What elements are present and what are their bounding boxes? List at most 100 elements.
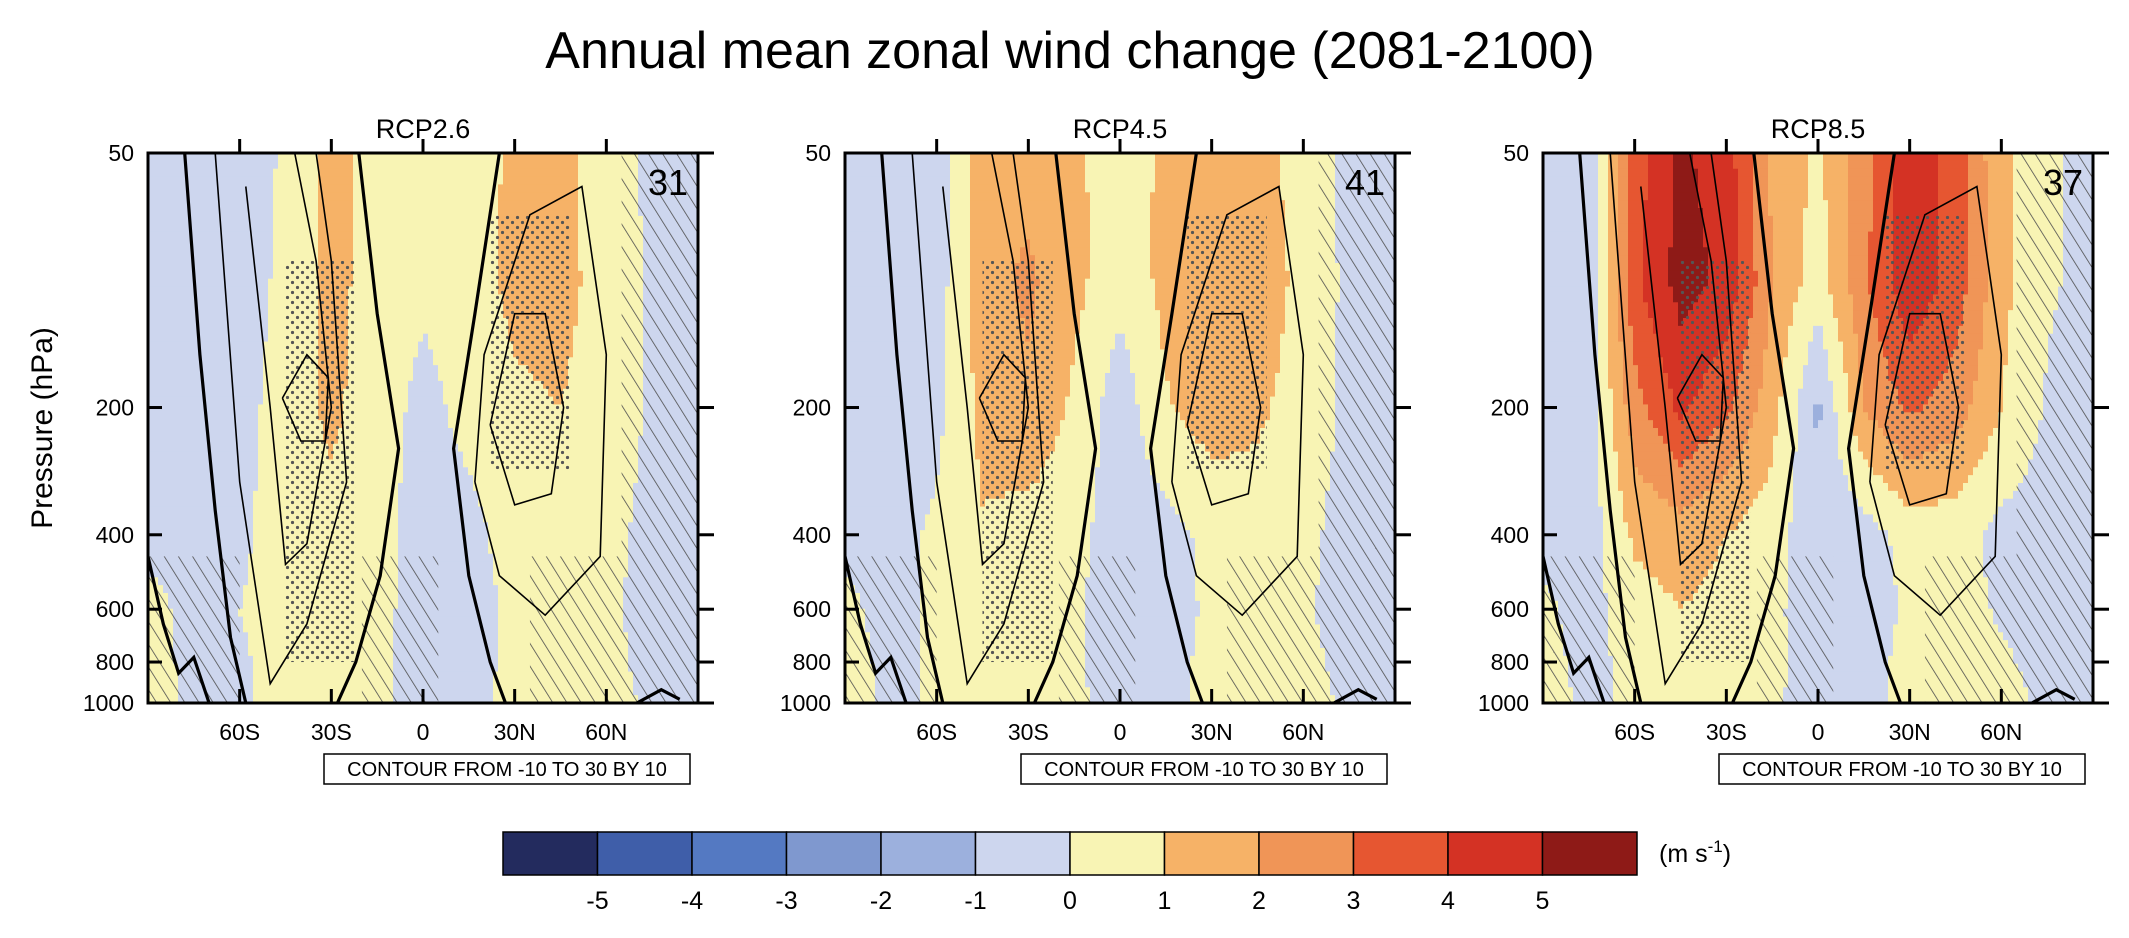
heatmap-cell (448, 255, 454, 264)
heatmap-cell (398, 208, 404, 217)
heatmap-cell (333, 687, 339, 696)
heatmap-cell (433, 428, 439, 437)
heatmap-cell (353, 176, 359, 186)
heatmap-cell (223, 373, 229, 382)
heatmap-cell (378, 192, 384, 201)
heatmap-cell (438, 176, 444, 186)
heatmap-cell (233, 443, 239, 453)
heatmap-cell (208, 302, 214, 311)
heatmap-cell (413, 263, 419, 272)
heatmap-cell (368, 270, 374, 280)
heatmap-cell (273, 585, 279, 594)
heatmap-cell (343, 223, 349, 233)
heatmap-cell (443, 263, 449, 272)
heatmap-cell (373, 200, 379, 209)
heatmap-cell (183, 247, 189, 256)
heatmap-cell (448, 412, 454, 421)
heatmap-cell (233, 215, 239, 225)
heatmap-cell (433, 490, 439, 500)
heatmap-cell (433, 530, 439, 539)
heatmap-cell (263, 467, 269, 476)
heatmap-cell (263, 459, 269, 468)
heatmap-cell (498, 695, 504, 703)
heatmap-cell (233, 388, 239, 398)
heatmap-cell (293, 687, 299, 696)
heatmap-cell (403, 349, 409, 358)
heatmap-cell (273, 286, 279, 296)
heatmap-cell (268, 247, 274, 256)
heatmap-cell (383, 412, 389, 421)
heatmap-cell (248, 176, 254, 186)
heatmap-cell (483, 671, 489, 681)
heatmap-cell (418, 373, 424, 382)
heatmap-cell (233, 514, 239, 523)
heatmap-cell (253, 428, 259, 437)
heatmap-cell (158, 388, 164, 398)
heatmap-cell (313, 160, 319, 170)
heatmap-cell (438, 616, 444, 626)
heatmap-cell (233, 522, 239, 531)
heatmap-cell (228, 318, 234, 327)
heatmap-cell (313, 695, 319, 703)
heatmap-cell (268, 302, 274, 311)
heatmap-cell (313, 663, 319, 673)
heatmap-cell (238, 396, 244, 406)
heatmap-cell (183, 538, 189, 547)
heatmap-cell (213, 538, 219, 547)
heatmap-cell (288, 176, 294, 186)
heatmap-cell (178, 200, 184, 209)
heatmap-cell (463, 687, 469, 696)
heatmap-cell (228, 412, 234, 421)
heatmap-cell (413, 530, 419, 539)
heatmap-cell (483, 349, 489, 358)
heatmap-cell (258, 192, 264, 201)
heatmap-cell (483, 200, 489, 209)
heatmap-cell (443, 695, 449, 703)
heatmap-cell (403, 294, 409, 303)
heatmap-cell (183, 286, 189, 296)
heatmap-cell (413, 506, 419, 516)
heatmap-cell (438, 160, 444, 170)
heatmap-cell (418, 498, 424, 508)
heatmap-cell (373, 514, 379, 523)
heatmap-cell (243, 263, 249, 272)
heatmap-cell (463, 569, 469, 578)
heatmap-cell (468, 663, 474, 673)
heatmap-cell (468, 231, 474, 241)
heatmap-cell (358, 608, 364, 618)
heatmap-cell (443, 451, 449, 461)
heatmap-cell (193, 545, 199, 555)
heatmap-cell (418, 380, 424, 390)
heatmap-cell (428, 428, 434, 437)
heatmap-cell (228, 538, 234, 547)
heatmap-cell (233, 294, 239, 303)
heatmap-cell (248, 593, 254, 602)
heatmap-cell (203, 498, 209, 508)
heatmap-cell (453, 538, 459, 547)
heatmap-cell (373, 168, 379, 178)
heatmap-cell (258, 176, 264, 186)
heatmap-cell (408, 310, 414, 319)
heatmap-cell (278, 475, 284, 484)
heatmap-cell (218, 208, 224, 217)
heatmap-cell (268, 443, 274, 453)
heatmap-cell (178, 176, 184, 186)
heatmap-cell (418, 420, 424, 429)
heatmap-cell (353, 451, 359, 461)
heatmap-cell (378, 184, 384, 193)
heatmap-cell (243, 153, 249, 162)
heatmap-cell (458, 671, 464, 681)
heatmap-cell (243, 208, 249, 217)
heatmap-cell (433, 263, 439, 272)
heatmap-cell (393, 270, 399, 280)
heatmap-cell (463, 208, 469, 217)
heatmap-cell (358, 278, 364, 288)
heatmap-cell (203, 349, 209, 358)
heatmap-cell (268, 687, 274, 696)
heatmap-cell (198, 200, 204, 209)
heatmap-cell (183, 506, 189, 516)
heatmap-cell (233, 412, 239, 421)
heatmap-cell (408, 380, 414, 390)
heatmap-cell (433, 302, 439, 311)
heatmap-cell (368, 318, 374, 327)
